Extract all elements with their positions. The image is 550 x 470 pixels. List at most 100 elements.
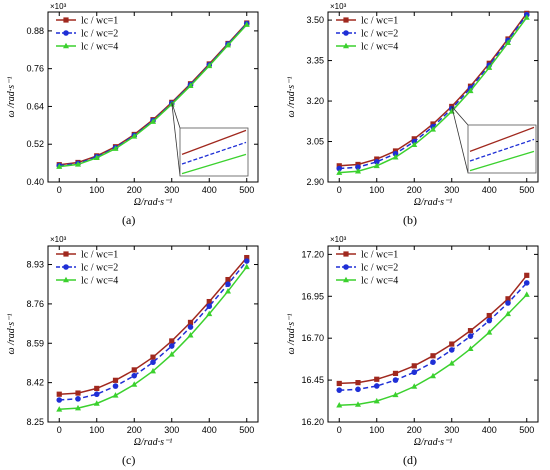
panel-d-ytick-label: 16.95 <box>301 291 324 301</box>
panel-b-inset-series-1 <box>469 126 535 153</box>
panel-b: ×10³ 2.90 3.05 3.20 3.35 3.50 0 100 200 300 400 50… <box>286 2 539 227</box>
panel-c-series-3-line <box>59 266 248 411</box>
panel-b-ytick-label: 2.90 <box>306 177 324 187</box>
panel-c-series-1-point <box>94 385 100 392</box>
panel-c-legend-marker-1 <box>63 251 69 257</box>
panel-a-series-3-point <box>243 21 250 27</box>
panel-b-legend-label-2: lc / wc=2 <box>361 29 398 40</box>
panel-c-series-2-point <box>225 281 231 288</box>
panel-c-series-3-point <box>56 406 63 412</box>
panel-d-series-2-point <box>411 369 418 376</box>
panel-d-ytick-label: 16.45 <box>301 375 324 385</box>
panel-a-inset-box <box>179 127 249 177</box>
panel-a-xlabel: Ω/rad·s⁻¹ <box>134 197 173 208</box>
panel-c-xtick-label: 200 <box>127 425 142 435</box>
panel-b-ytick-label: 3.35 <box>306 56 324 66</box>
panel-c-label: (c) <box>122 453 135 467</box>
panel-b-series-3-point <box>355 168 361 174</box>
panel-b-series-3-point <box>467 87 474 94</box>
panel-d-series-2-point <box>430 359 436 365</box>
panel-d-xlabel: Ω/rad·s⁻¹ <box>414 437 453 448</box>
panel-d-legend-marker-1 <box>343 251 349 257</box>
panel-b-xlabel: Ω/rad·s⁻¹ <box>414 197 453 208</box>
panel-d-series-3-line <box>339 294 528 406</box>
panel-c-legend-label-2: lc / wc=2 <box>81 263 118 274</box>
panel-c: ×10³ 8.25 8.42 8.59 8.76 8.93 0 100 200 300 400 50… <box>6 235 259 467</box>
panel-a-xtick-label: 100 <box>89 185 104 195</box>
panel-c-scale-note: ×10³ <box>50 235 67 244</box>
panel-d-legend-marker-3 <box>343 276 349 283</box>
panel-b-frame <box>327 11 539 183</box>
panel-c-series-2-point <box>56 397 63 403</box>
panel-b-label: (b) <box>403 213 417 227</box>
panel-b-xtick-label: 300 <box>444 185 459 195</box>
panel-d-xtick-label: 500 <box>519 425 534 435</box>
panel-a-series-3-point <box>112 145 119 151</box>
panel-d-series-1-point <box>392 370 399 376</box>
panel-b-inset-pointer-2 <box>451 106 469 174</box>
panel-b-ytick-label: 3.20 <box>306 96 324 106</box>
panel-c-legend-marker-2 <box>63 264 69 270</box>
panel-b-ytick-label: 3.50 <box>306 15 324 25</box>
panel-d-series-1-point <box>374 376 380 382</box>
panel-d-series-1-point <box>411 363 417 369</box>
panel-a-ylabel: ω /rad·s⁻¹ <box>6 77 17 118</box>
panel-c-xtick-label: 400 <box>202 425 217 435</box>
panel-d-xtick-label: 100 <box>369 425 384 435</box>
panel-c-series-2-point <box>131 372 138 379</box>
panel-c-series-3-point <box>75 404 81 411</box>
panel-c-xtick-label: 300 <box>164 425 179 435</box>
panel-c-series-2-point <box>187 324 194 330</box>
panel-c-series-3-point <box>168 351 175 357</box>
panel-d-series-3-point <box>448 360 455 366</box>
panel-d-series-1-point <box>486 312 492 319</box>
panel-c-series-1-point <box>56 391 62 397</box>
panel-d-series-3-point <box>523 291 530 297</box>
panel-a-ytick-label: 0.52 <box>26 139 44 149</box>
panel-b-inset-series-2 <box>469 138 535 162</box>
panel-b-legend-marker-2 <box>343 30 349 36</box>
panel-d-series-1-point <box>467 328 474 334</box>
panel-a-xtick-label: 0 <box>57 185 62 195</box>
panel-d-series-2-point <box>355 386 361 393</box>
panel-d-legend-label-2: lc / wc=2 <box>361 263 398 274</box>
panel-d-series-2-point <box>392 377 399 383</box>
panel-b-series-2-point <box>355 164 361 170</box>
panel-d-series-2-point <box>523 280 530 286</box>
panel-c-xtick-label: 100 <box>89 425 104 435</box>
panel-c-plot: 8.25 8.42 8.59 8.76 8.93 0 100 200 300 400 500 Ω/ra… <box>6 245 259 448</box>
panel-a-label: (a) <box>122 213 135 227</box>
panel-d-series-2-point <box>486 317 493 324</box>
panel-d-ylabel: ω /rad·s⁻¹ <box>286 314 297 355</box>
panel-c-series-2-point <box>150 359 156 366</box>
panel-a-ytick-label: 0.76 <box>26 64 44 74</box>
panel-b-inset-pointer <box>451 106 469 126</box>
panel-c-series-1-point <box>150 354 156 360</box>
panel-b-legend-label-1: lc / wc=1 <box>361 16 398 27</box>
panel-d-series-2-point <box>373 383 380 389</box>
panel-a-plot: 0.40 0.52 0.64 0.76 0.88 0 100 200 300 400 500 Ω/ra… <box>6 11 259 208</box>
panel-b-xtick-label: 200 <box>407 185 422 195</box>
panel-d-ytick-label: 16.20 <box>301 417 324 427</box>
panel-a-series-3-point <box>75 161 81 167</box>
panel-d-series-1-line <box>339 274 528 385</box>
panel-c-series-2-point <box>168 343 175 349</box>
panel-d-legend-label-1: lc / wc=1 <box>361 250 398 261</box>
panel-d-series-3-point <box>505 310 511 317</box>
panel-c-xlabel: Ω/rad·s⁻¹ <box>134 437 173 448</box>
panel-d-label: (d) <box>403 453 417 467</box>
panel-d-series-3-point <box>411 383 418 389</box>
panel-a-legend-label-2: lc / wc=2 <box>81 29 118 40</box>
panel-c-series-1-point <box>112 377 119 383</box>
panel-d-ytick-label: 17.20 <box>301 249 324 259</box>
panel-b-legend-marker-1 <box>343 17 349 23</box>
panel-b-series-3-point <box>336 169 343 175</box>
panel-b-series-3-point <box>523 14 530 20</box>
panel-c-series-3-point <box>206 310 213 317</box>
panel-b-series-2-point <box>336 165 343 172</box>
panel-c-xtick-label: 0 <box>57 425 62 435</box>
panel-d-series-3-point <box>467 345 474 352</box>
panel-c-series-3-point <box>112 392 119 398</box>
panel-a-xtick-label: 500 <box>239 185 254 195</box>
